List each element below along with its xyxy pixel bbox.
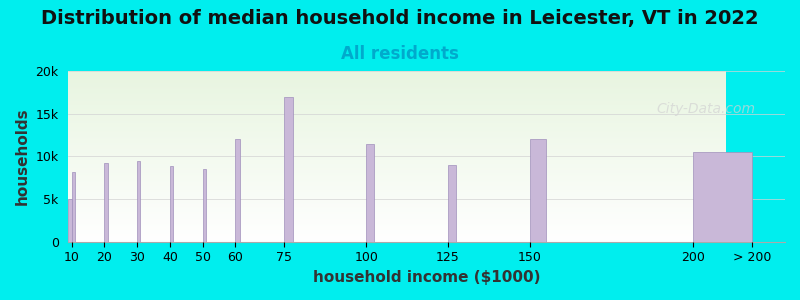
Bar (72, 172, 75, 242)
Bar (104, 163, 108, 242)
Bar (69, 199, 72, 242)
Bar (284, 97, 293, 242)
Bar (366, 144, 374, 242)
Text: Distribution of median household income in Leicester, VT in 2022: Distribution of median household income … (41, 9, 759, 28)
Bar (235, 139, 240, 242)
Y-axis label: households: households (15, 107, 30, 205)
Bar (170, 166, 173, 242)
X-axis label: household income ($1000): household income ($1000) (313, 270, 541, 285)
Text: City-Data.com: City-Data.com (656, 102, 755, 116)
Bar (694, 152, 752, 242)
Bar (530, 139, 546, 242)
Bar (202, 169, 206, 242)
Bar (137, 160, 140, 242)
Text: All residents: All residents (341, 45, 459, 63)
Bar (448, 165, 456, 242)
